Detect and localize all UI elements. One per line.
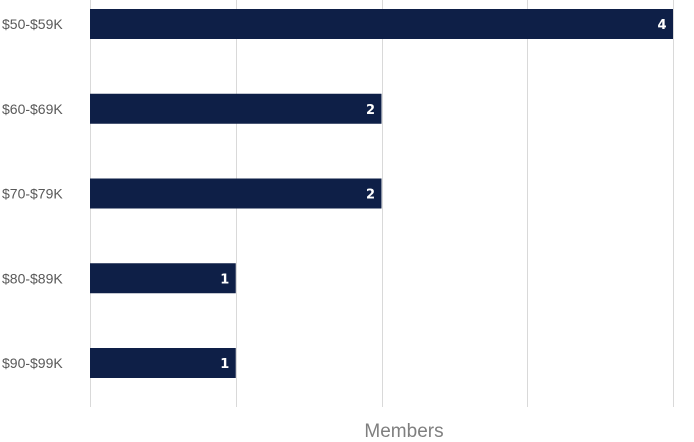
category-label-4: $80-$89K <box>2 270 63 286</box>
data-label-3: 2 <box>366 188 375 203</box>
bar-3 <box>90 178 382 209</box>
data-label-2: 2 <box>366 103 375 118</box>
category-labels: $50-$59K $60-$69K $70-$79K $80-$89K $90-$99K <box>2 16 63 371</box>
bars <box>90 9 673 378</box>
bar-2 <box>90 93 382 124</box>
data-labels: 4 2 2 1 1 <box>220 18 666 372</box>
gridlines <box>90 0 674 407</box>
data-label-5: 1 <box>220 357 229 372</box>
bar-5 <box>90 348 236 378</box>
data-label-1: 4 <box>657 18 666 33</box>
category-label-5: $90-$99K <box>2 355 63 371</box>
category-label-2: $60-$69K <box>2 101 63 117</box>
category-label-3: $70-$79K <box>2 186 63 202</box>
x-axis-title: Members <box>364 421 443 442</box>
category-label-1: $50-$59K <box>2 16 63 32</box>
data-label-4: 1 <box>220 272 229 287</box>
bar-1 <box>90 9 673 39</box>
bar-4 <box>90 263 236 294</box>
